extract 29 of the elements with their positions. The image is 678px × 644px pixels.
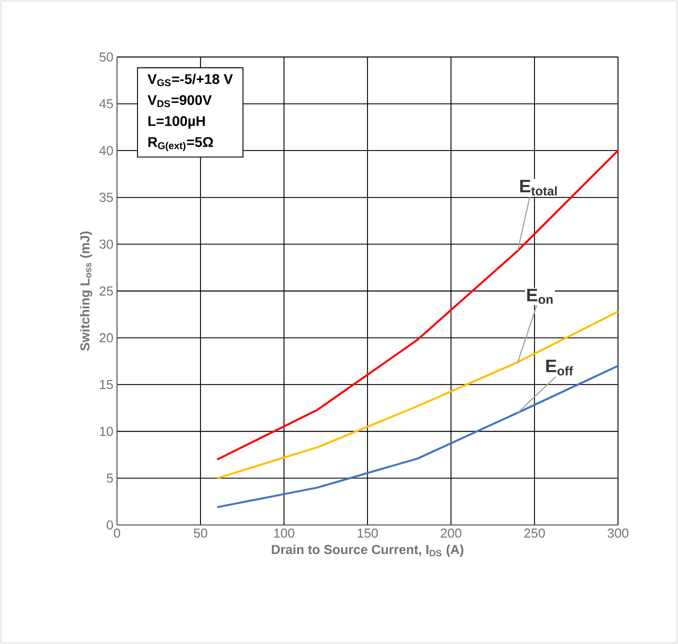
y-tick-label: 25 [100,286,113,296]
annotation: V$_{DS}$=900V [148,95,212,108]
y-tick-label: 50 [100,52,113,62]
y-tick-label: 35 [100,192,113,202]
y-tick-label: 30 [100,240,113,249]
y-tick-label: 0 [106,520,113,530]
annotation: V$_{GS}$=-5/+18 V [148,74,233,86]
x-tick-label: 50 [194,528,208,538]
y-tick-label: 10 [100,426,113,436]
annotation: R$_{G(ext)}$=5Ω [148,137,214,152]
x-tick-label: 200 [440,528,462,538]
series-label: E$_{off}$ [546,360,574,376]
annotation: L=100µH [148,116,205,129]
x-axis-title: Drain to Source Current, I$_{DS}$ (A) [272,544,464,557]
x-tick-label: 250 [524,528,545,538]
y-tick-label: 5 [106,474,113,483]
x-tick-label: 150 [358,528,378,538]
y-tick-label: 20 [100,333,113,342]
y-tick-label: 15 [100,380,113,390]
x-tick-label: 300 [608,528,628,538]
series-label: E$_{total}$ [520,180,557,196]
line-series [216,150,619,460]
y-tick-label: 40 [99,146,113,156]
y-axis-title: Switching L$_{oss}$ (mJ) [80,232,92,351]
x-tick-label: 100 [274,528,294,538]
x-tick-label: 0 [114,528,120,538]
y-tick-label: 45 [99,99,113,108]
line-series [216,310,619,480]
text: E$_{on}$ [527,288,553,304]
